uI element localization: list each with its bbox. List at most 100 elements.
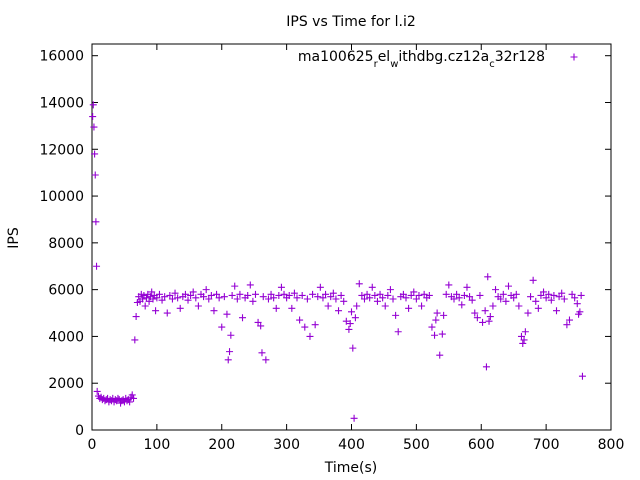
data-point bbox=[267, 290, 275, 298]
data-point bbox=[573, 300, 581, 308]
data-point bbox=[153, 294, 161, 302]
plot-area bbox=[91, 43, 612, 431]
data-point bbox=[358, 291, 366, 299]
plot-border bbox=[91, 43, 612, 431]
legend-label-subscript: c bbox=[489, 59, 495, 70]
data-point bbox=[293, 294, 301, 302]
data-point bbox=[91, 150, 99, 158]
data-point bbox=[311, 321, 319, 329]
data-point bbox=[226, 348, 234, 356]
x-tick-label: 300 bbox=[273, 437, 300, 453]
data-point bbox=[163, 309, 171, 317]
data-point bbox=[296, 316, 304, 324]
data-point bbox=[275, 291, 283, 299]
data-point bbox=[141, 302, 149, 310]
data-point bbox=[553, 307, 561, 315]
data-point bbox=[502, 297, 510, 305]
data-point bbox=[89, 101, 97, 109]
data-point bbox=[148, 288, 156, 296]
data-point bbox=[319, 294, 327, 302]
data-point bbox=[340, 297, 348, 305]
data-point bbox=[455, 294, 463, 302]
data-point bbox=[410, 288, 418, 296]
data-point bbox=[166, 291, 174, 299]
data-point bbox=[519, 339, 527, 347]
data-point bbox=[529, 276, 537, 284]
data-point bbox=[371, 291, 379, 299]
data-point bbox=[280, 290, 288, 298]
data-point bbox=[510, 294, 518, 302]
data-point bbox=[407, 291, 415, 299]
x-tick-label: 0 bbox=[88, 437, 97, 453]
data-point bbox=[384, 291, 392, 299]
y-tick-label: 16000 bbox=[39, 49, 84, 65]
data-point bbox=[145, 297, 153, 305]
data-point bbox=[537, 291, 545, 299]
data-point bbox=[433, 309, 441, 317]
data-point bbox=[527, 293, 535, 301]
data-point bbox=[412, 295, 420, 303]
data-point bbox=[520, 336, 528, 344]
legend: ma100625relwithdbg.cz12ac32r128 bbox=[298, 49, 578, 70]
x-tick-label: 100 bbox=[144, 437, 171, 453]
data-point bbox=[92, 218, 100, 226]
data-point bbox=[215, 294, 223, 302]
data-point bbox=[192, 294, 200, 302]
data-point bbox=[563, 321, 571, 329]
data-point bbox=[161, 293, 169, 301]
data-point bbox=[152, 307, 160, 315]
data-point bbox=[438, 330, 446, 338]
data-point bbox=[258, 349, 266, 357]
data-point bbox=[453, 290, 461, 298]
y-axis-label: IPS bbox=[6, 227, 22, 249]
data-point bbox=[440, 311, 448, 319]
data-point bbox=[131, 336, 139, 344]
data-point bbox=[168, 295, 176, 303]
data-point bbox=[486, 313, 494, 321]
data-point bbox=[379, 294, 387, 302]
data-point bbox=[482, 363, 490, 371]
data-point bbox=[89, 113, 97, 121]
data-point bbox=[233, 295, 241, 303]
data-point bbox=[189, 288, 197, 296]
data-point bbox=[436, 351, 444, 359]
data-point bbox=[428, 323, 436, 331]
y-axis: 0 2000 4000 6000 8000 10000 12000 14000 16000 bbox=[39, 49, 611, 439]
data-point bbox=[540, 288, 548, 296]
legend-label-part: 32r128 bbox=[495, 49, 545, 65]
data-point bbox=[246, 281, 254, 289]
data-point bbox=[327, 293, 335, 301]
data-point bbox=[227, 331, 235, 339]
data-point bbox=[399, 290, 407, 298]
data-point bbox=[224, 356, 232, 364]
data-point bbox=[381, 302, 389, 310]
chart-title: IPS vs Time for l.i2 bbox=[286, 14, 416, 30]
data-point bbox=[174, 294, 182, 302]
data-point bbox=[532, 297, 540, 305]
data-point bbox=[202, 286, 210, 294]
data-point bbox=[218, 323, 226, 331]
data-point bbox=[254, 318, 262, 326]
legend-label-part: ithdbg.cz12a bbox=[398, 49, 489, 65]
x-tick-label: 500 bbox=[403, 437, 430, 453]
data-point bbox=[431, 331, 439, 339]
data-point bbox=[335, 307, 343, 315]
legend-label-subscript: r bbox=[374, 59, 379, 70]
y-tick-label: 14000 bbox=[39, 95, 84, 111]
y-tick-label: 2000 bbox=[48, 376, 84, 392]
data-point bbox=[450, 295, 458, 303]
data-point bbox=[285, 291, 293, 299]
data-point bbox=[479, 318, 487, 326]
data-point bbox=[207, 291, 215, 299]
data-point bbox=[394, 328, 402, 336]
data-point bbox=[270, 294, 278, 302]
data-point bbox=[481, 307, 489, 315]
data-point bbox=[418, 302, 426, 310]
x-tick-label: 700 bbox=[533, 437, 560, 453]
data-point bbox=[93, 387, 101, 395]
data-point bbox=[476, 291, 484, 299]
data-point bbox=[512, 290, 520, 298]
data-point bbox=[257, 322, 265, 330]
data-point bbox=[345, 325, 353, 333]
data-point bbox=[130, 394, 138, 402]
